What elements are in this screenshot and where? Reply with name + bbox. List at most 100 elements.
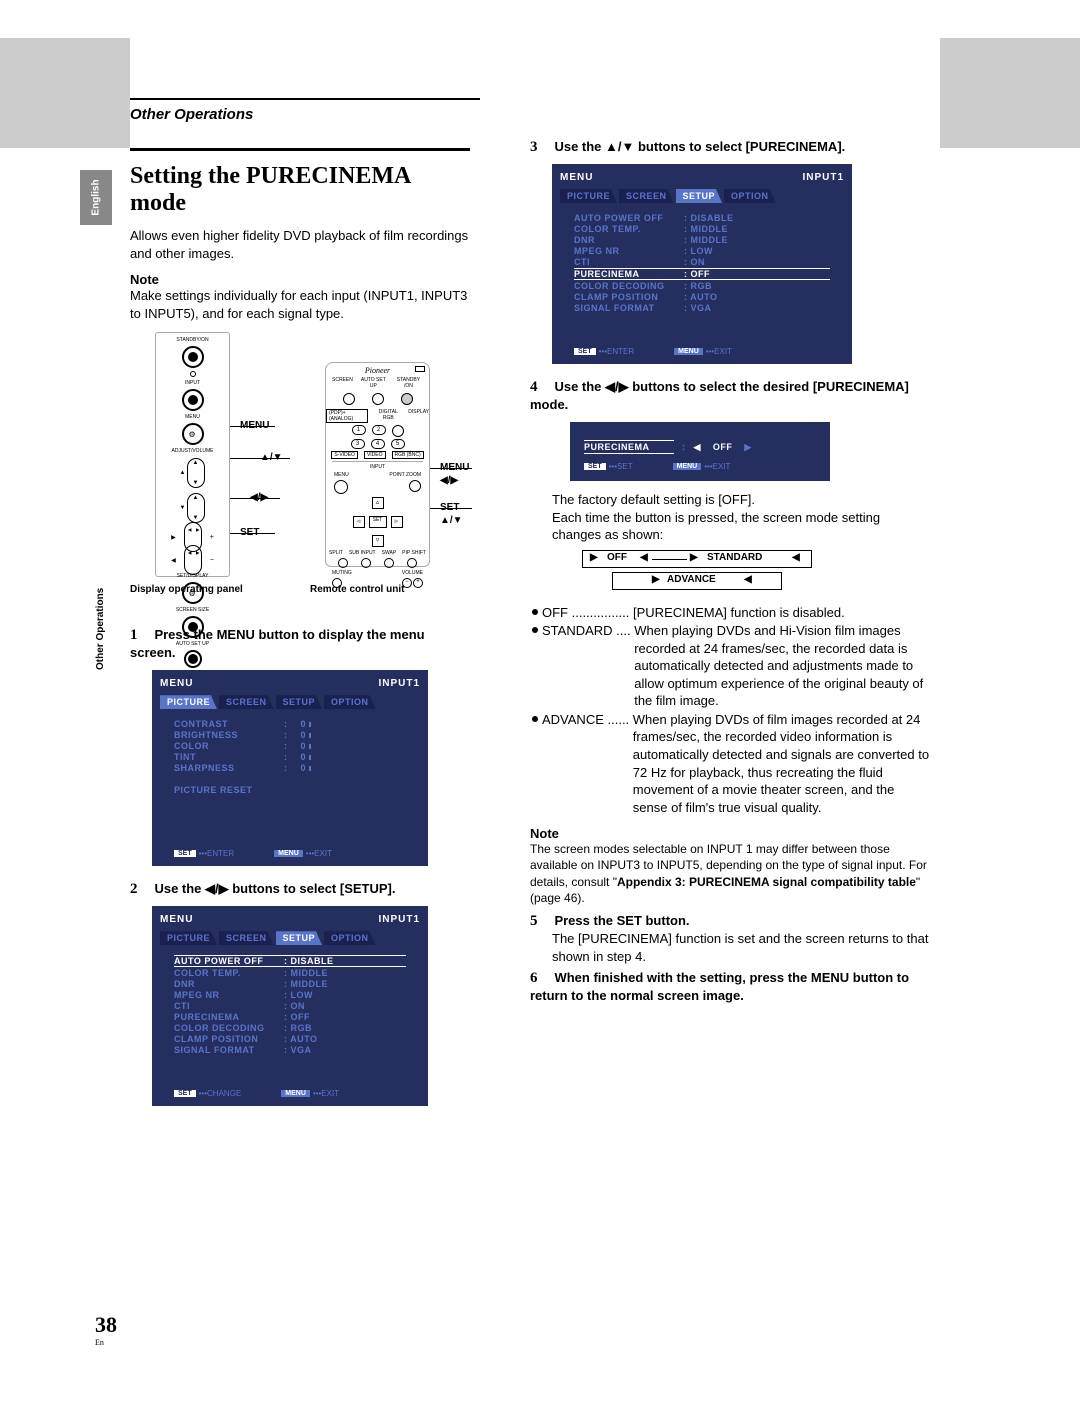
num-2-button[interactable]: 2 — [372, 425, 386, 435]
osd-tab-screen: SCREEN — [219, 931, 274, 945]
osd-title: MENU — [160, 914, 193, 925]
osd-tab-option: OPTION — [324, 695, 376, 709]
title-rule — [130, 148, 470, 151]
num-1-button[interactable]: 1 — [352, 425, 366, 435]
osd-set-btn: SET — [584, 463, 606, 470]
bullet-val: When playing DVDs of film images recorde… — [633, 711, 930, 816]
pipshift-label: PIP SHIFT — [402, 550, 426, 556]
dpad-left[interactable]: ◃ — [353, 516, 365, 528]
osd-k: SHARPNESS — [174, 763, 284, 773]
note-text: Make settings individually for each inpu… — [130, 287, 470, 322]
autosetup-button[interactable] — [184, 650, 202, 668]
volume-label: VOLUME — [402, 570, 423, 576]
osd-v: : ON — [684, 257, 830, 267]
osd-enter-label: •••ENTER — [199, 849, 235, 858]
osd-v: : LOW — [684, 246, 830, 256]
content-area: Other Operations Setting the PURECINEMA … — [130, 38, 940, 1348]
input-button[interactable] — [182, 389, 204, 411]
standby-button-remote[interactable] — [401, 393, 413, 405]
num-5-button[interactable]: 5 — [391, 439, 405, 449]
osd-v: : MIDDLE — [284, 979, 406, 989]
step-4-text: Use the ◀/▶ buttons to select the desire… — [530, 379, 909, 412]
step-3: 3 Use the ▲/▼ buttons to select [PURECIN… — [530, 138, 930, 156]
osd-menu-btn: MENU — [281, 1090, 310, 1097]
step-4: 4 Use the ◀/▶ buttons to select the desi… — [530, 378, 930, 414]
dpad-down[interactable]: ▿ — [372, 535, 384, 547]
osd-v: : MIDDLE — [284, 968, 406, 978]
pointzoom-button[interactable] — [409, 480, 421, 492]
left-rocker[interactable] — [184, 545, 202, 575]
autosetup-label: AUTO SET UP — [176, 641, 209, 647]
osd-v: : AUTO — [684, 292, 830, 302]
step-3-num: 3 — [530, 139, 550, 156]
pipshift-button[interactable] — [407, 558, 417, 568]
osd-k: DNR — [574, 235, 684, 245]
osd-k: CTI — [574, 257, 684, 267]
arrow-icon: ◀ — [640, 552, 648, 563]
osd-tab-setup: SETUP — [276, 931, 323, 945]
osd-tab-screen: SCREEN — [219, 695, 274, 709]
osd-set-btn: SET — [174, 850, 196, 857]
autosetup-button-remote[interactable] — [372, 393, 384, 405]
dpad: ▵ ▿ ◃ ▹ SET — [353, 497, 403, 547]
osd-v: : RGB — [684, 281, 830, 291]
bullet-val: [PURECINEMA] function is disabled. — [633, 604, 930, 622]
left-icon: ◀ — [171, 557, 176, 564]
dpad-right[interactable]: ▹ — [391, 516, 403, 528]
osd-v: 0 — [294, 763, 306, 773]
bullet-list: OFF ................ [PURECINEMA] functi… — [530, 604, 930, 817]
callout-line — [230, 533, 275, 534]
display-button[interactable] — [392, 425, 404, 437]
split-button[interactable] — [338, 558, 348, 568]
osd-k: DNR — [174, 979, 284, 989]
down-rocker[interactable] — [187, 493, 205, 523]
menu-button-remote[interactable] — [334, 480, 348, 494]
note2-bold: Appendix 3: PURECINEMA signal compatibil… — [617, 875, 916, 889]
osd-k: COLOR — [174, 741, 284, 751]
osd-tab-option: OPTION — [324, 931, 376, 945]
osd-v: 0 — [294, 752, 306, 762]
osd-tab-picture: PICTURE — [160, 695, 217, 709]
osd-k: SIGNAL FORMAT — [574, 303, 684, 313]
osd-tab-option: OPTION — [724, 189, 776, 203]
num-4-button[interactable]: 4 — [371, 439, 385, 449]
vol-up-button[interactable]: + — [413, 578, 423, 588]
callout-line — [230, 498, 280, 499]
dpad-set[interactable]: SET — [369, 516, 387, 528]
swap-button[interactable] — [384, 558, 394, 568]
osd-tabs-1: PICTURE SCREEN SETUP OPTION — [160, 695, 420, 709]
digital-rgb-label: DIGITAL RGB — [374, 409, 402, 423]
adjust-label: ADJUST/VOLUME — [172, 448, 214, 454]
screen-button[interactable] — [343, 393, 355, 405]
screen-label: SCREEN — [332, 377, 353, 389]
remote-lr-callout: ◀/▶ — [440, 475, 458, 486]
note2-text: The screen modes selectable on INPUT 1 m… — [530, 841, 930, 906]
num-3-button[interactable]: 3 — [351, 439, 365, 449]
osd-enter-label: •••ENTER — [599, 347, 635, 356]
osd-exit-label: •••EXIT — [306, 849, 332, 858]
step-5-text: Press the SET button. — [554, 913, 689, 928]
note-label: Note — [130, 272, 470, 287]
video-label: VIDEO — [364, 451, 386, 459]
up-icon: ▲ — [180, 470, 186, 476]
page-number: 38 En — [95, 1312, 117, 1347]
screensize-button[interactable] — [182, 616, 204, 638]
subinput-button[interactable] — [361, 558, 371, 568]
note2: Note The screen modes selectable on INPU… — [530, 826, 930, 906]
osd-v: 0 — [294, 730, 306, 740]
language-tab: English — [80, 170, 112, 225]
osd-v: : DISABLE — [684, 213, 830, 223]
osd-v: : VGA — [684, 303, 830, 313]
standby-on-label: STANDBY /ON — [394, 377, 423, 389]
up-down-rocker[interactable] — [187, 458, 205, 488]
standby-button[interactable] — [182, 346, 204, 368]
main-title: Setting the PURECINEMA mode — [130, 163, 470, 217]
osd-k: AUTO POWER OFF — [174, 956, 284, 966]
osd-v: : LOW — [284, 990, 406, 1000]
menu-button[interactable]: ⚙ — [182, 423, 204, 445]
osd-set-btn: SET — [174, 1090, 196, 1097]
osd-k: COLOR TEMP. — [174, 968, 284, 978]
step5-body: The [PURECINEMA] function is set and the… — [552, 930, 930, 965]
dpad-up[interactable]: ▵ — [372, 497, 384, 509]
muting-label: MUTING — [332, 570, 352, 576]
